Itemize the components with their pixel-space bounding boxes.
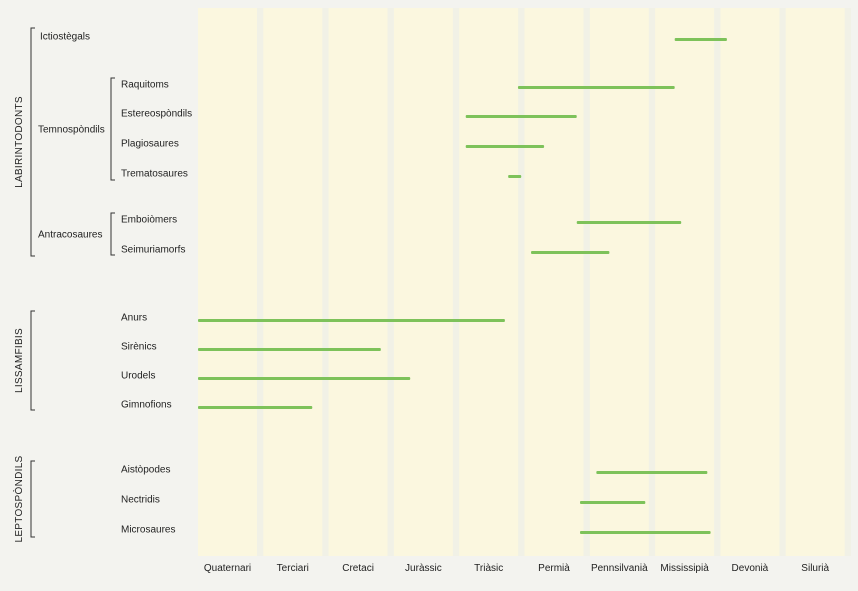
period-column [263,8,323,556]
x-tick-label: Permià [538,563,570,574]
period-column [393,8,453,556]
x-tick-label: Devonià [732,563,769,574]
taxon-label: Plagiosaures [121,139,179,150]
period-column [589,8,649,556]
taxon-label: Raquitoms [121,80,169,91]
x-tick-label: Silurià [801,563,829,574]
taxon-label: Aistòpodes [121,465,170,476]
range-bar [198,406,313,409]
taxon-label: Trematosaures [121,169,188,180]
range-bars [198,38,727,534]
taxon-label: Nectridis [121,495,160,506]
period-column [198,8,257,556]
subgroup-label: Antracosaures [38,230,102,241]
x-tick-label: Quaternari [204,563,251,574]
taxon-label: Seimuriamorfs [121,245,185,256]
group-brackets: LABIRINTODONTS LISSAMFIBIS LEPTOSPÒNDILS Te… [12,27,115,543]
range-bar [198,348,381,351]
subgroup-bracket [110,212,115,256]
x-tick-label: Triàsic [474,563,503,574]
range-bar [580,531,711,534]
x-axis-ticks: Quaternari Terciari Cretaci Juràssic Triàsic… [204,563,830,574]
x-tick-label: Juràssic [405,563,442,574]
group-bracket [30,310,35,411]
taxon-labels: Ictiostègals Raquitoms Estereospòndils Plag… [40,32,192,536]
period-column [655,8,715,556]
taxon-label: Estereospòndils [121,109,192,120]
range-bar [517,86,675,89]
range-bar [508,175,522,178]
taxon-label: Emboiòmers [121,215,177,226]
range-bar [596,471,708,474]
range-bar [580,501,646,504]
taxon-label: Anurs [121,313,147,324]
range-bar [531,251,610,254]
period-column [328,8,388,556]
range-bar [576,221,682,224]
period-columns [198,8,851,556]
taxon-label: Gimnofions [121,400,172,411]
period-column [459,8,519,556]
subgroup-label: Temnospòndils [38,125,105,136]
group-bracket [30,27,35,257]
taxon-label: Microsaures [121,525,175,536]
subgroup-bracket [110,77,115,181]
x-tick-label: Terciari [277,563,309,574]
range-bar [198,319,505,322]
group-label: LEPTOSPÒNDILS [12,455,25,542]
range-bar [465,145,545,148]
range-bar [674,38,727,41]
x-tick-label: Mississipià [660,563,709,574]
range-bar [465,115,577,118]
period-column [785,8,845,556]
group-bracket [30,460,35,538]
taxon-label: Ictiostègals [40,32,90,43]
x-tick-label: Pennsilvanià [591,563,648,574]
group-label: LISSAMFIBIS [14,328,25,393]
period-column [720,8,780,556]
taxon-label: Urodels [121,371,155,382]
x-tick-label: Cretaci [342,563,374,574]
taxon-label: Sirènics [121,342,157,353]
group-label: LABIRINTODONTS [14,96,25,188]
period-column [524,8,584,556]
range-bar [198,377,411,380]
